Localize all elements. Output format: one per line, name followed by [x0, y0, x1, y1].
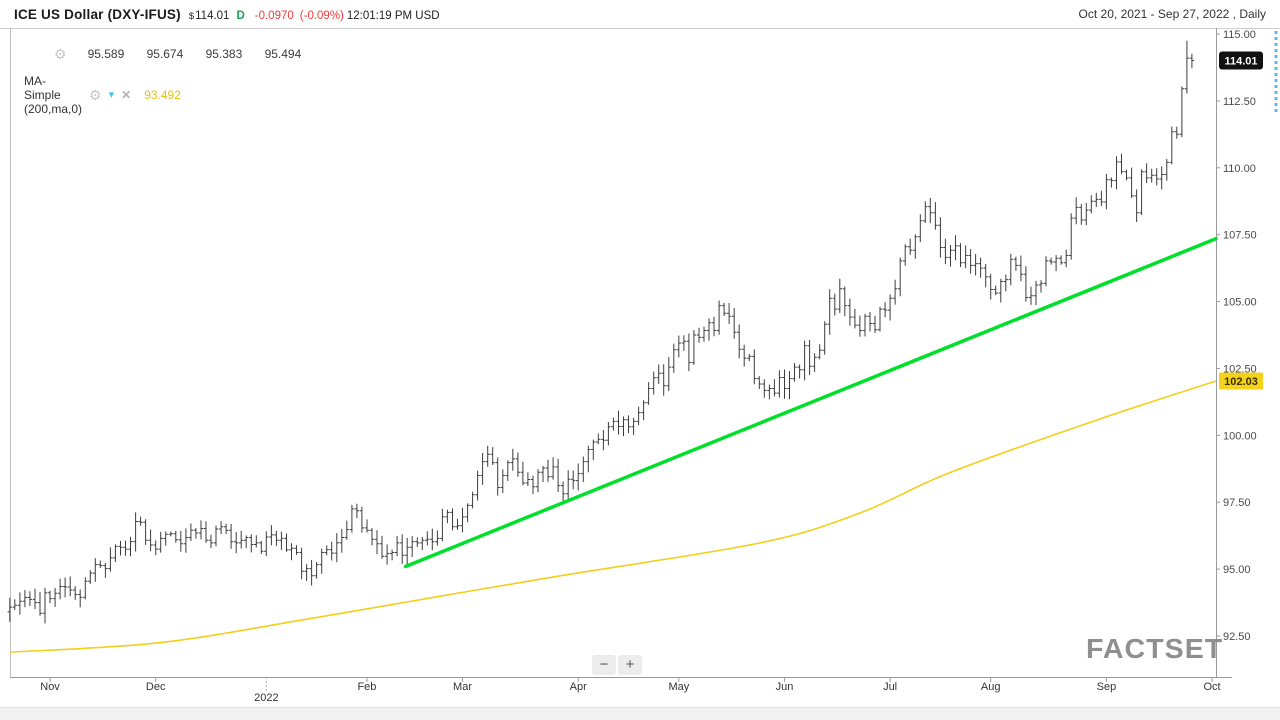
- ma-200-line: [9, 380, 1217, 653]
- svg-text:95.00: 95.00: [1223, 564, 1251, 576]
- last-price: 114.01: [195, 9, 230, 22]
- ohlc-low-value: 95.383: [205, 47, 243, 61]
- currency-symbol: $: [188, 10, 195, 22]
- series-settings-gear-icon[interactable]: ⚙: [54, 46, 67, 62]
- svg-text:May: May: [668, 681, 689, 693]
- svg-text:110.00: 110.00: [1223, 163, 1256, 175]
- svg-text:Oct: Oct: [1203, 681, 1220, 693]
- price-change-pct: (-0.09%): [299, 9, 344, 22]
- ma-legend-row: MA-Simple (200,ma,0) ⚙ ▾ ✕ 93.492: [24, 74, 181, 116]
- ma-value-badge: 102.03: [1219, 372, 1263, 390]
- quote-timestamp: 12:01:19 PM USD: [346, 9, 440, 22]
- last-price-badge: 114.01: [1219, 51, 1263, 70]
- svg-text:97.50: 97.50: [1223, 497, 1251, 509]
- x-axis: Nov Dec 2022 Feb Mar Apr May Jun Jul Aug Sep Oct: [40, 677, 1221, 704]
- svg-text:Mar: Mar: [453, 681, 472, 693]
- svg-text:92.50: 92.50: [1223, 631, 1251, 643]
- y-axis: 115.00 112.50 110.00 107.50 105.00 102.50 100.…: [1216, 29, 1257, 643]
- price-change: -0.0970: [254, 9, 294, 22]
- svg-text:105.00: 105.00: [1223, 297, 1257, 309]
- svg-text:112.50: 112.50: [1223, 96, 1256, 108]
- svg-text:Jul: Jul: [883, 681, 897, 693]
- trend-line[interactable]: [403, 236, 1218, 569]
- svg-text:Feb: Feb: [357, 681, 376, 693]
- quote-summary: ICE US Dollar (DXY-IFUS) $ 114.01 D -0.0…: [0, 7, 440, 22]
- ma-label: MA-Simple (200,ma,0): [24, 74, 83, 116]
- zoom-controls: − +: [592, 655, 642, 675]
- svg-text:Jun: Jun: [776, 681, 794, 693]
- svg-text:Sep: Sep: [1097, 681, 1117, 693]
- ma-settings-gear-icon[interactable]: ⚙: [89, 87, 102, 103]
- ohlc-close-value: 95.494: [264, 47, 302, 61]
- zoom-out-button[interactable]: −: [592, 655, 616, 675]
- panel-frame: [0, 28, 1280, 678]
- svg-text:115.00: 115.00: [1223, 29, 1256, 41]
- instrument-title: ICE US Dollar (DXY-IFUS): [14, 6, 181, 22]
- quote-header: ICE US Dollar (DXY-IFUS) $ 114.01 D -0.0…: [0, 0, 1280, 28]
- svg-text:102.50: 102.50: [1223, 363, 1257, 375]
- ohlc-open-value: 95.589: [87, 47, 125, 61]
- zoom-in-button[interactable]: +: [618, 655, 642, 675]
- svg-text:107.50: 107.50: [1223, 230, 1257, 242]
- remove-ma-icon[interactable]: ✕: [121, 88, 132, 102]
- svg-text:Dec: Dec: [146, 681, 166, 693]
- chevron-down-icon[interactable]: ▾: [108, 88, 115, 101]
- delayed-flag: D: [236, 9, 245, 22]
- ohlc-legend-row: ⚙ 95.589 95.674 95.383 95.494: [54, 47, 303, 61]
- svg-text:100.00: 100.00: [1223, 430, 1257, 442]
- date-range-frequency: Oct 20, 2021 - Sep 27, 2022 , Daily: [1078, 7, 1266, 21]
- factset-logo: FACTSET: [1086, 633, 1224, 664]
- ma-current-value: 93.492: [144, 88, 181, 102]
- svg-text:Aug: Aug: [981, 681, 1001, 693]
- window-bottom-edge: [0, 707, 1280, 720]
- svg-text:2022: 2022: [254, 692, 278, 704]
- svg-text:102.03: 102.03: [1224, 376, 1258, 388]
- ohlc-bars: [7, 40, 1195, 624]
- svg-text:114.01: 114.01: [1224, 55, 1257, 67]
- svg-text:Nov: Nov: [40, 681, 60, 693]
- svg-text:Apr: Apr: [570, 681, 587, 693]
- ohlc-high-value: 95.674: [146, 47, 184, 61]
